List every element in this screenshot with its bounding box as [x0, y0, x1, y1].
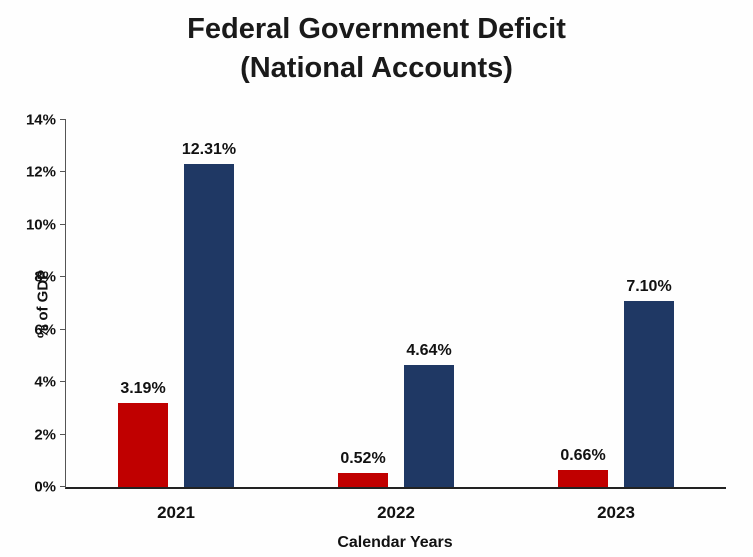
y-tick-mark — [60, 381, 66, 383]
bar-value-label: 0.52% — [340, 450, 386, 468]
y-tick-mark — [60, 119, 66, 120]
navy-series-bar — [184, 164, 234, 487]
bar-value-label: 0.66% — [560, 446, 606, 464]
navy-series-bar — [624, 300, 674, 487]
bar-value-label: 7.10% — [626, 277, 672, 295]
y-tick-mark — [60, 223, 66, 225]
y-tick-mark — [60, 433, 66, 435]
chart-title: Federal Government Deficit (National Acc… — [0, 10, 753, 88]
chart-title-line1: Federal Government Deficit — [187, 13, 566, 45]
y-tick-mark — [60, 486, 66, 487]
bar-value-label: 3.19% — [120, 380, 166, 398]
y-tick-label: 14% — [25, 111, 56, 129]
plot-area: % of GDP 0% 2% 4% 6% 8% 10% 12% 14% 3.19% 12.31% 2… — [26, 112, 726, 522]
red-series-bar — [338, 473, 388, 487]
red-series-bar — [558, 469, 608, 487]
y-tick-label: 4% — [34, 373, 56, 391]
y-tick-label: 6% — [34, 321, 56, 339]
bar-value-label: 4.64% — [406, 342, 452, 360]
x-category-label: 2022 — [377, 503, 415, 522]
chart-title-line2: (National Accounts) — [240, 52, 513, 85]
y-tick-label: 0% — [34, 478, 56, 496]
x-category-label: 2021 — [157, 503, 195, 522]
y-tick-mark — [60, 276, 66, 278]
y-tick-label: 8% — [34, 268, 56, 286]
red-series-bar — [118, 403, 168, 487]
x-axis-title: Calendar Years — [337, 534, 453, 551]
y-tick-label: 2% — [34, 426, 56, 444]
x-category-label: 2023 — [597, 503, 635, 522]
navy-series-bar — [404, 365, 454, 487]
y-tick-label: 10% — [25, 216, 56, 234]
bar-value-label: 12.31% — [181, 141, 237, 159]
y-tick-mark — [60, 328, 66, 330]
y-tick-label: 12% — [25, 163, 56, 181]
y-tick-mark — [60, 171, 66, 173]
